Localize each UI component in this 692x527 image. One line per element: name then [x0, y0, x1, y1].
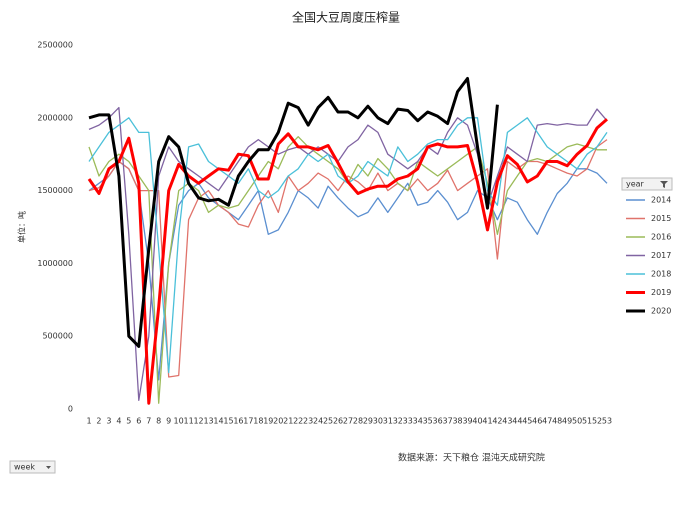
x-tick-label: 20 — [273, 417, 283, 426]
x-tick-label: 19 — [263, 417, 273, 426]
series-line — [88, 77, 499, 348]
x-tick-label: 14 — [213, 417, 223, 426]
x-tick-label: 25 — [323, 417, 333, 426]
x-tick-label: 16 — [233, 417, 243, 426]
dropdown-arrow — [46, 466, 51, 469]
source: 数据来源：天下粮仓 混沌天成研究院 — [398, 452, 545, 464]
legend-label: 2017 — [651, 251, 671, 260]
x-tick-label: 50 — [572, 417, 582, 426]
x-tick-label: 11 — [184, 417, 194, 426]
legend-label: 2018 — [651, 270, 671, 279]
y-axis-label: 单位：吨 — [17, 211, 27, 243]
x-tick-label: 36 — [433, 417, 443, 426]
legend-title: year — [626, 180, 645, 189]
x-tick-label: 49 — [562, 417, 572, 426]
x-tick-label: 7 — [146, 417, 151, 426]
x-tick-label: 27 — [343, 417, 353, 426]
y-tick-label: 1000000 — [37, 259, 73, 268]
x-tick-label: 23 — [303, 417, 313, 426]
x-tick-label: 26 — [333, 417, 343, 426]
x-tick-label: 29 — [363, 417, 373, 426]
x-tick-label: 9 — [166, 417, 171, 426]
y-tick-label: 2000000 — [37, 113, 73, 122]
x-tick-label: 13 — [203, 417, 213, 426]
x-tick-label: 15 — [223, 417, 233, 426]
x-tick-label: 18 — [253, 417, 263, 426]
x-tick-label: 34 — [413, 417, 423, 426]
x-tick-label: 2 — [96, 417, 101, 426]
x-tick-label: 30 — [373, 417, 383, 426]
x-tick-label: 4 — [116, 417, 121, 426]
x-tick-label: 8 — [156, 417, 161, 426]
x-tick-label: 48 — [552, 417, 562, 426]
legend-header[interactable] — [621, 177, 673, 191]
series-line — [88, 106, 608, 401]
x-tick-label: 28 — [353, 417, 363, 426]
x-tick-label: 31 — [383, 417, 393, 426]
x-tick-label: 52 — [592, 417, 602, 426]
x-tick-label: 43 — [502, 417, 512, 426]
x-tick-label: 10 — [174, 417, 184, 426]
x-tick-label: 37 — [443, 417, 453, 426]
x-tick-label: 33 — [403, 417, 413, 426]
week-filter[interactable] — [9, 460, 56, 474]
x-tick-label: 21 — [283, 417, 293, 426]
y-tick-label: 0 — [68, 405, 73, 414]
x-tick-label: 38 — [452, 417, 462, 426]
x-tick-label: 40 — [472, 417, 482, 426]
y-tick-label: 1500000 — [37, 186, 73, 195]
series-line — [88, 139, 608, 378]
x-tick-label: 12 — [193, 417, 203, 426]
legend-label: 2015 — [651, 214, 671, 223]
y-tick-label: 500000 — [42, 332, 73, 341]
x-tick-label: 1 — [86, 417, 91, 426]
x-tick-label: 35 — [423, 417, 433, 426]
x-filter-label: week — [14, 463, 35, 472]
x-tick-label: 39 — [462, 417, 472, 426]
y-tick-label: 2500000 — [37, 41, 73, 50]
x-tick-label: 5 — [126, 417, 131, 426]
series-line — [88, 160, 608, 381]
x-tick-label: 22 — [293, 417, 303, 426]
x-tick-label: 3 — [106, 417, 111, 426]
legend-label: 2016 — [651, 233, 671, 242]
x-tick-label: 42 — [492, 417, 502, 426]
series-line — [87, 118, 608, 405]
x-tick-label: 17 — [243, 417, 253, 426]
x-tick-label: 46 — [532, 417, 542, 426]
legend-label: 2020 — [651, 307, 671, 316]
chart-title: 全国大豆周度压榨量 — [292, 10, 400, 25]
legend-label: 2019 — [651, 288, 671, 297]
filter-icon[interactable] — [660, 181, 668, 188]
x-tick-label: 45 — [522, 417, 532, 426]
x-tick-label: 32 — [393, 417, 403, 426]
x-tick-label: 47 — [542, 417, 552, 426]
x-tick-label: 6 — [136, 417, 141, 426]
x-tick-label: 44 — [512, 417, 522, 426]
legend-label: 2014 — [651, 196, 671, 205]
x-tick-label: 53 — [602, 417, 612, 426]
x-tick-label: 51 — [582, 417, 592, 426]
x-tick-label: 24 — [313, 417, 323, 426]
x-tick-label: 41 — [482, 417, 492, 426]
